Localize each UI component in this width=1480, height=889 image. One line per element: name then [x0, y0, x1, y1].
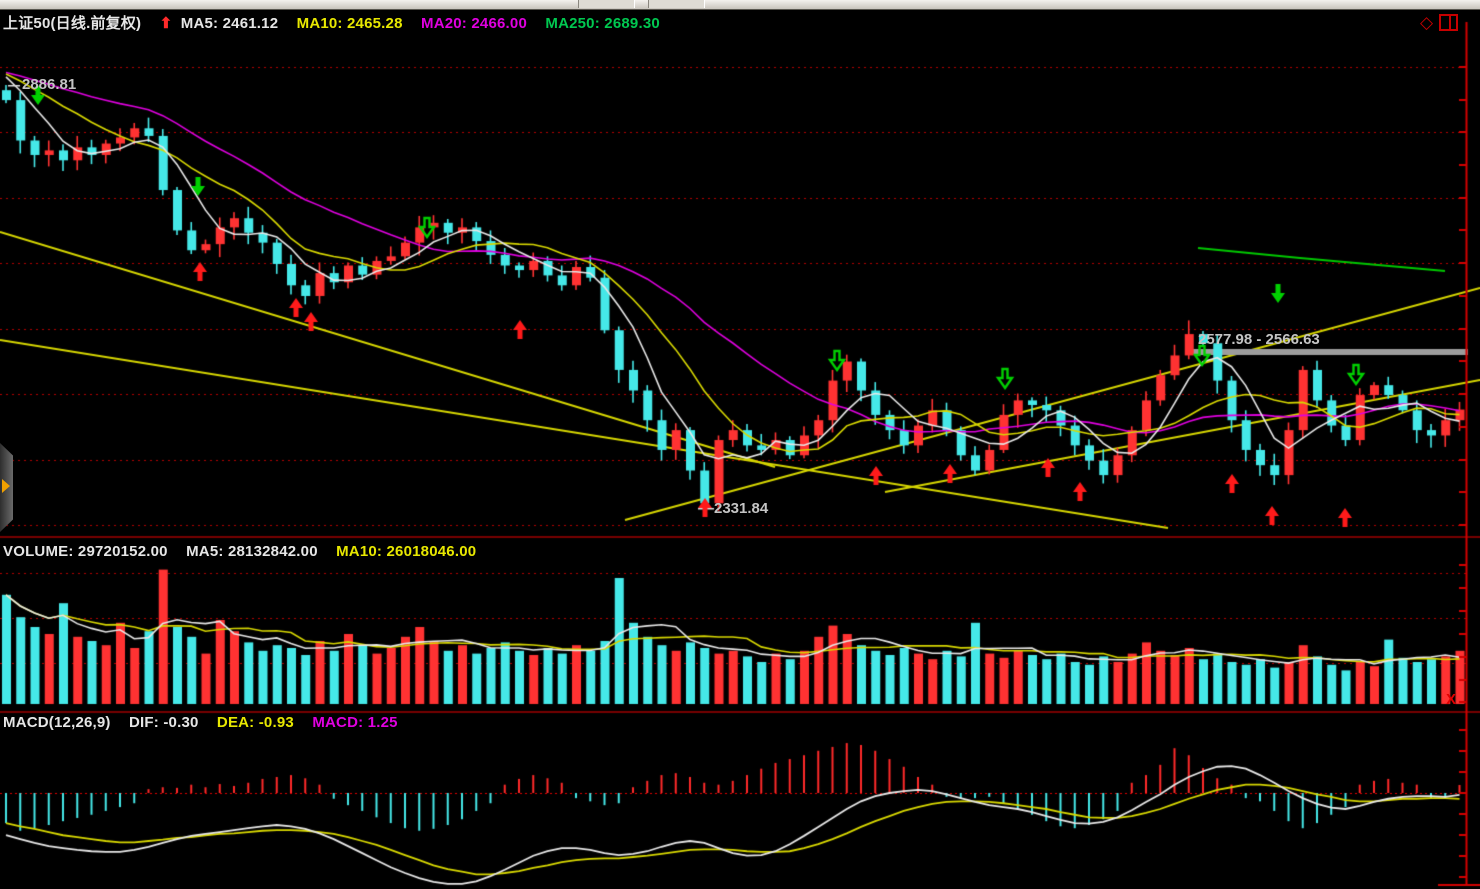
high-price-label: 2886.81: [22, 76, 77, 93]
volume-ma10-value: MA10: 26018046.00: [336, 543, 477, 560]
ma10-value: MA10: 2465.28: [296, 15, 403, 32]
volume-value: VOLUME: 29720152.00: [3, 543, 168, 560]
window-top-strip: [0, 0, 1480, 10]
dea-value: DEA: -0.93: [216, 714, 294, 731]
up-arrow-icon: ⬆: [159, 15, 173, 32]
sidebar-expand-handle[interactable]: [0, 443, 13, 532]
ma20-value: MA20: 2466.00: [421, 15, 527, 32]
ma5-value: MA5: 2461.12: [180, 15, 279, 32]
diamond-icon[interactable]: ◇: [1420, 13, 1434, 32]
low-price-label: 2331.84: [714, 500, 769, 517]
volume-ma5-value: MA5: 28132842.00: [186, 543, 318, 560]
split-window-icon[interactable]: [1439, 14, 1459, 31]
toolbar-button[interactable]: [648, 0, 705, 8]
resistance-band-label: 2577.98 - 2566.63: [1198, 331, 1320, 348]
ma250-value: MA250: 2689.30: [545, 15, 660, 32]
dif-value: DIF: -0.30: [129, 714, 199, 731]
symbol-title: 上证50(日线.前复权): [3, 15, 142, 32]
volume-header: VOLUME: 29720152.00 MA5: 28132842.00 MA1…: [3, 543, 490, 560]
macd-value: MACD: 1.25: [312, 714, 398, 731]
main-chart-header: 上证50(日线.前复权) ⬆ MA5: 2461.12 MA10: 2465.2…: [3, 12, 674, 33]
macd-header: MACD(12,26,9) DIF: -0.30 DEA: -0.93 MACD…: [3, 714, 412, 731]
pane-close-icon[interactable]: X: [1446, 691, 1457, 708]
macd-name: MACD(12,26,9): [3, 714, 111, 731]
toolbar-button[interactable]: [578, 0, 635, 8]
expand-arrow-icon: [2, 479, 10, 493]
